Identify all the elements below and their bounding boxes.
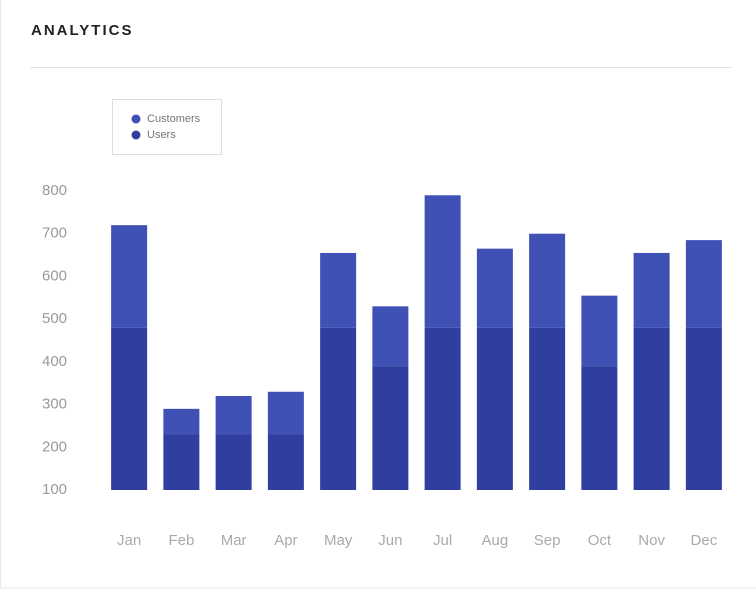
bar-segment [529, 234, 565, 328]
y-tick-label: 700 [42, 225, 67, 242]
x-tick-label: Jan [117, 532, 141, 549]
bar-segment [372, 306, 408, 366]
bar-segment [477, 328, 513, 490]
x-tick-label: Mar [221, 532, 247, 549]
y-tick-label: 300 [42, 396, 67, 413]
bar-segment [372, 366, 408, 490]
y-tick-label: 500 [42, 310, 67, 327]
legend-label: Customers [147, 113, 201, 125]
bar-segment [634, 328, 670, 490]
x-tick-label: Jul [433, 532, 452, 549]
x-tick-label: Dec [691, 532, 718, 549]
y-tick-label: 200 [42, 438, 67, 455]
y-tick-label: 800 [42, 182, 67, 199]
bar-segment [529, 328, 565, 490]
x-tick-label: Oct [588, 532, 612, 549]
legend-label: Users [147, 129, 176, 141]
x-tick-label: Sep [534, 532, 561, 549]
y-tick-label: 100 [42, 481, 67, 498]
bar-segment [425, 195, 461, 327]
bar-segment [216, 434, 252, 490]
x-tick-label: Aug [482, 532, 509, 549]
x-tick-label: May [324, 532, 353, 549]
bar-segment [581, 366, 617, 490]
bar-segment [320, 253, 356, 328]
bar-segment [111, 328, 147, 490]
legend-swatch [132, 115, 141, 124]
legend-swatch [132, 131, 141, 140]
x-tick-label: Apr [274, 532, 297, 549]
bar-segment [686, 240, 722, 328]
bar-segment [111, 225, 147, 328]
x-tick-label: Feb [168, 532, 194, 549]
bar-segment [268, 392, 304, 435]
bar-segment [477, 249, 513, 328]
bar-segment [686, 328, 722, 490]
bar-segment [268, 434, 304, 490]
y-tick-label: 400 [42, 353, 67, 370]
bar-segment [163, 434, 199, 490]
x-tick-label: Nov [638, 532, 665, 549]
bar-segment [425, 328, 461, 490]
legend-box [113, 100, 222, 155]
card-title: ANALYTICS [31, 22, 133, 39]
x-tick-label: Jun [378, 532, 402, 549]
bar-segment [634, 253, 670, 328]
y-tick-label: 600 [42, 267, 67, 284]
bar-segment [581, 296, 617, 366]
bar-segment [216, 396, 252, 434]
bar-segment [163, 409, 199, 435]
bar-segment [320, 328, 356, 490]
